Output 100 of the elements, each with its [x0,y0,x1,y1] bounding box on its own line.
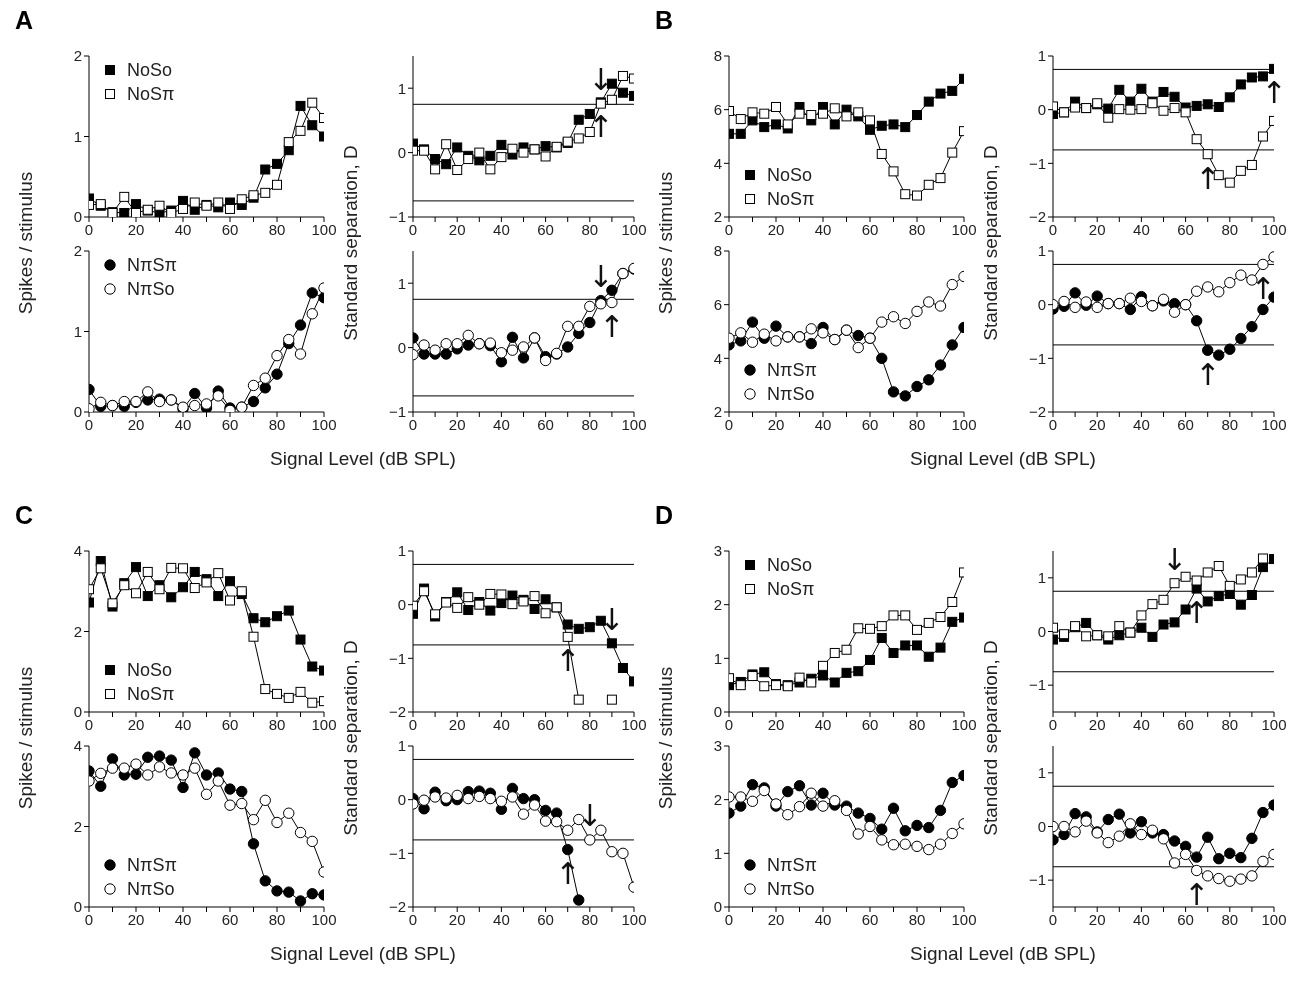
y-tick-label: 1 [73,322,82,340]
annotation: ↓ [588,259,614,295]
x-tick-label: 100 [951,715,977,733]
y-tick-label: 1 [713,649,722,667]
y-tick-label: 6 [713,100,722,118]
y-tick-label: −2 [1028,403,1046,421]
x-axis-title: Signal Level (dB SPL) [269,448,457,470]
annotation: ↑ [1195,160,1221,196]
legend-label: NoSπ [767,578,815,600]
chart-title: B [655,6,674,35]
x-tick-label: 20 [127,415,145,433]
legend-label: NoSo [767,554,813,576]
x-tick-label: 60 [221,910,239,928]
annotation: ↑ [1184,595,1210,631]
y-tick-label: 6 [713,295,722,313]
y-tick-label: 0 [397,338,406,356]
x-tick-label: 20 [127,715,145,733]
x-tick-label: 0 [724,220,734,238]
x-tick-label: 40 [1133,415,1150,433]
y-tick-label: 0 [713,703,722,721]
y-tick-label: −1 [1028,349,1046,367]
y-tick-label: 0 [73,703,82,721]
x-tick-label: 40 [493,910,510,928]
x-tick-label: 60 [221,220,239,238]
annotation: ↑ [599,309,625,345]
annotation: ↑ [588,108,614,144]
x-tick-label: 80 [908,220,926,238]
x-tick-label: 100 [951,220,977,238]
x-tick-label: 80 [268,715,286,733]
x-tick-label: 40 [814,910,832,928]
x-tick-label: 80 [268,220,286,238]
x-tick-label: 20 [767,415,785,433]
x-tick-label: 0 [84,715,94,733]
x-tick-label: 80 [581,715,599,733]
x-tick-label: 80 [1221,415,1239,433]
x-tick-label: 0 [408,715,418,733]
x-tick-label: 0 [84,910,94,928]
x-tick-label: 0 [84,220,94,238]
x-tick-label: 100 [951,415,977,433]
y-tick-label: 2 [73,622,82,640]
y-tick-label: 2 [73,47,82,65]
legend-label: NπSπ [767,359,817,381]
y-axis-title: Standard separation, D [979,144,1002,343]
y-tick-label: 0 [73,403,82,421]
y-tick-label: 0 [397,790,406,808]
x-tick-label: 60 [537,415,554,433]
x-tick-label: 40 [493,220,510,238]
x-tick-label: 80 [1221,715,1239,733]
x-tick-label: 0 [1048,220,1058,238]
legend-label: NπSπ [767,854,817,876]
x-tick-label: 20 [767,910,785,928]
annotation: ↑ [1184,877,1210,913]
y-tick-label: 0 [1037,100,1046,118]
x-tick-label: 100 [621,715,647,733]
y-axis-title: Spikes / stimulus [654,170,677,317]
y-axis-title: Standard separation, D [339,144,362,343]
y-tick-label: 2 [73,817,82,835]
legend-label: NπSo [127,878,175,900]
y-axis-title: Standard separation, D [979,639,1002,838]
x-tick-label: 100 [311,220,337,238]
y-tick-label: 4 [713,154,722,172]
y-tick-label: 1 [73,127,82,145]
y-axis-title: Spikes / stimulus [14,665,37,812]
x-tick-label: 100 [311,910,337,928]
x-tick-label: 80 [581,415,599,433]
x-tick-label: 100 [621,220,647,238]
x-tick-label: 40 [1133,910,1150,928]
y-tick-label: 2 [713,208,722,226]
x-tick-label: 100 [1261,415,1287,433]
y-tick-label: −2 [388,703,406,721]
y-axis-title: Standard separation, D [339,639,362,838]
x-tick-label: 60 [861,910,879,928]
y-tick-label: 2 [73,242,82,260]
x-tick-label: 0 [1048,715,1058,733]
y-tick-label: −1 [1028,676,1046,694]
y-tick-label: 2 [713,403,722,421]
x-tick-label: 0 [724,715,734,733]
annotation: ↑ [1250,270,1276,306]
y-tick-label: 4 [713,349,722,367]
legend-label: NoSo [127,59,173,81]
x-tick-label: 100 [1261,910,1287,928]
x-axis-title: Signal Level (dB SPL) [909,448,1097,470]
x-tick-label: 0 [724,910,734,928]
legend-label: NoSo [127,659,173,681]
chart-title: C [15,501,34,530]
x-tick-label: 20 [448,415,466,433]
x-tick-label: 20 [1088,415,1106,433]
x-tick-label: 100 [621,910,647,928]
legend-label: NoSo [767,164,813,186]
x-tick-label: 80 [1221,910,1239,928]
y-tick-label: −1 [388,208,406,226]
y-tick-label: −1 [1028,871,1046,889]
x-tick-label: 60 [861,220,879,238]
x-tick-label: 0 [84,415,94,433]
y-tick-label: 2 [713,595,722,613]
y-tick-label: −1 [388,649,406,667]
y-tick-label: 0 [1037,817,1046,835]
annotation: ↑ [555,856,581,892]
x-tick-label: 100 [621,415,647,433]
annotation: ↓ [1161,541,1188,577]
